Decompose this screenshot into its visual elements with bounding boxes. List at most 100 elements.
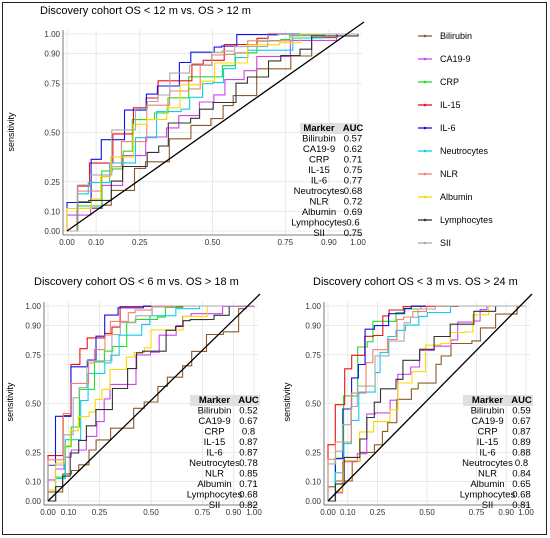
auc-row-value: 0.62 xyxy=(344,144,363,155)
y-tick-label: 1.00 xyxy=(25,302,41,311)
roc-curve-sii xyxy=(47,305,254,501)
y-tick-label: 0.50 xyxy=(25,400,41,409)
y-tick-label: 0.10 xyxy=(44,207,60,216)
panel-title: Discovery cohort OS < 12 m vs. OS > 12 m xyxy=(40,5,251,17)
auc-row-value: 0.8 xyxy=(242,427,255,438)
auc-row-value: 0.67 xyxy=(239,416,258,427)
auc-row-marker: SII xyxy=(482,500,494,511)
x-tick-label: 0.50 xyxy=(205,238,221,247)
x-tick-label: 0.75 xyxy=(195,508,211,517)
auc-row-marker: NLR xyxy=(309,197,328,208)
y-axis-label: sensitivity xyxy=(5,382,15,422)
auc-row-marker: Bilirubin xyxy=(198,406,232,417)
x-tick-label: 1.00 xyxy=(246,508,262,517)
auc-header-marker: Marker xyxy=(472,395,503,406)
legend-swatch-dot xyxy=(423,218,427,222)
auc-row-marker: Lymphocytes xyxy=(291,218,347,229)
y-axis-label: sensitivity xyxy=(6,112,16,152)
roc-curve-lymphocytes xyxy=(48,305,254,502)
auc-row-marker: IL-6 xyxy=(206,448,222,459)
auc-row-value: 0.77 xyxy=(344,176,363,187)
auc-row-value: 0.85 xyxy=(239,469,258,480)
y-tick-label: 0.00 xyxy=(305,497,321,506)
x-tick-label: 0.10 xyxy=(340,508,356,517)
auc-row-value: 0.87 xyxy=(512,427,531,438)
x-tick-label: 0.10 xyxy=(61,508,77,517)
auc-row-marker: Albumin xyxy=(302,207,336,218)
y-tick-label: 0.50 xyxy=(305,400,321,409)
auc-row-marker: CRP xyxy=(204,427,224,438)
auc-header-marker: Marker xyxy=(303,123,334,134)
auc-row-value: 0.6 xyxy=(346,218,359,229)
roc-curve-ca19-9 xyxy=(66,33,358,231)
roc-curve-lymphocytes xyxy=(328,305,526,502)
x-tick-label: 0.25 xyxy=(370,508,386,517)
roc-curve-albumin xyxy=(66,33,358,231)
auc-row-marker: SII xyxy=(313,228,325,239)
auc-row-value: 0.78 xyxy=(239,458,258,469)
y-tick-label: 0.75 xyxy=(44,79,60,88)
auc-row-value: 0.57 xyxy=(344,134,363,145)
x-tick-label: 0.25 xyxy=(132,238,148,247)
auc-row-value: 0.52 xyxy=(239,406,258,417)
roc-curve-ca19-9 xyxy=(47,305,255,501)
legend-label: IL-6 xyxy=(440,123,456,133)
auc-row-marker: CA19-9 xyxy=(198,416,230,427)
auc-header-auc: AUC xyxy=(511,395,532,406)
auc-row-marker: NLR xyxy=(478,469,497,480)
auc-row-value: 0.82 xyxy=(239,500,258,511)
roc-curve-crp xyxy=(67,33,358,232)
auc-row-marker: IL-6 xyxy=(311,176,327,187)
auc-row-value: 0.75 xyxy=(344,165,363,176)
legend-label: Lymphocytes xyxy=(440,215,493,225)
roc-curve-albumin xyxy=(47,305,254,501)
auc-row-value: 0.68 xyxy=(344,186,363,197)
legend-swatch-dot xyxy=(423,57,427,61)
legend-swatch-dot xyxy=(423,126,427,130)
auc-row-value: 0.72 xyxy=(344,197,363,208)
legend-label: CA19-9 xyxy=(440,54,471,64)
auc-row-marker: Neutrocytes xyxy=(189,458,240,469)
x-tick-label: 0.75 xyxy=(469,508,485,517)
auc-row-marker: CRP xyxy=(309,155,329,166)
legend-swatch-dot xyxy=(423,241,427,245)
auc-row-value: 0.69 xyxy=(344,207,363,218)
auc-row-value: 0.84 xyxy=(512,469,531,480)
auc-row-marker: IL-15 xyxy=(477,437,499,448)
auc-row-value: 0.59 xyxy=(512,406,531,417)
auc-row-marker: IL-15 xyxy=(204,437,226,448)
x-tick-label: 0.50 xyxy=(419,508,435,517)
y-tick-label: 0.00 xyxy=(44,227,60,236)
auc-row-marker: CA19-9 xyxy=(471,416,503,427)
x-tick-label: 1.00 xyxy=(350,238,366,247)
legend-swatch-dot xyxy=(423,149,427,153)
auc-row-marker: NLR xyxy=(205,469,224,480)
auc-row-marker: Lymphocytes xyxy=(187,490,243,501)
y-tick-label: 0.10 xyxy=(25,478,41,487)
y-tick-label: 0.25 xyxy=(25,448,41,457)
legend-label: Albumin xyxy=(440,192,473,202)
auc-row-value: 0.68 xyxy=(512,490,531,501)
auc-row-value: 0.88 xyxy=(512,448,531,459)
y-tick-label: 1.00 xyxy=(44,30,60,39)
x-tick-label: 0.25 xyxy=(92,508,108,517)
auc-row-value: 0.67 xyxy=(512,416,531,427)
auc-row-marker: Bilirubin xyxy=(302,134,336,145)
auc-row-marker: Albumin xyxy=(470,479,504,490)
auc-row-value: 0.75 xyxy=(344,228,363,239)
legend-swatch-dot xyxy=(423,34,427,38)
auc-row-value: 0.68 xyxy=(239,490,258,501)
auc-row-value: 0.71 xyxy=(344,155,363,166)
roc-curve-bilirubin xyxy=(47,305,254,501)
auc-row-marker: Albumin xyxy=(197,479,231,490)
roc-curve-sii xyxy=(67,33,358,232)
auc-row-marker: SII xyxy=(209,500,221,511)
x-tick-label: 1.00 xyxy=(518,508,534,517)
y-tick-label: 0.75 xyxy=(25,351,41,360)
y-tick-label: 0.90 xyxy=(305,322,321,331)
legend-label: Neutrocytes xyxy=(440,146,489,156)
